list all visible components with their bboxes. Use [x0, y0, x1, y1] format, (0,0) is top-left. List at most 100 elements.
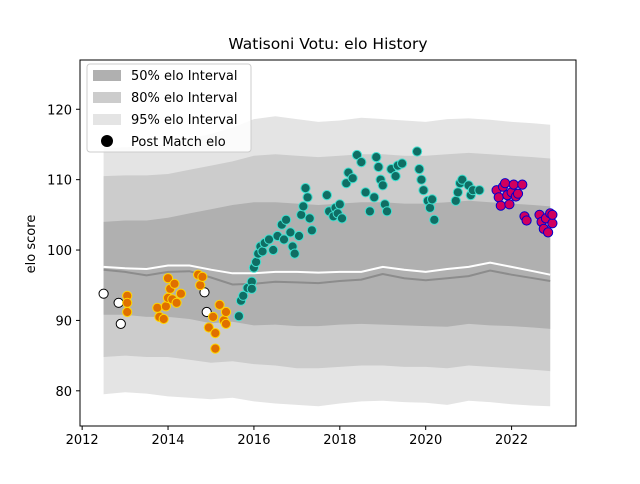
data-point — [233, 311, 244, 322]
legend-marker-post-match — [101, 135, 113, 147]
data-point — [397, 158, 408, 169]
legend: 50% elo Interval 80% elo Interval 95% el… — [86, 63, 252, 153]
legend-label-post-match: Post Match elo — [131, 135, 226, 150]
data-point — [195, 280, 206, 291]
data-point — [495, 200, 506, 211]
data-point — [113, 297, 124, 308]
plot-frame — [79, 59, 577, 427]
data-point — [122, 297, 133, 308]
data-point — [304, 213, 315, 224]
legend-swatch-80 — [93, 92, 121, 103]
x-tick-label: 2012 — [66, 433, 99, 448]
data-point — [334, 199, 345, 210]
data-point — [429, 214, 440, 225]
data-point — [450, 195, 461, 206]
data-point — [278, 234, 290, 245]
data-point — [416, 174, 427, 185]
x-tick-label: 2016 — [237, 433, 270, 448]
data-point — [98, 288, 109, 299]
y-axis-label: elo score — [24, 215, 39, 274]
y-tick-label: 100 — [47, 244, 72, 259]
data-point — [373, 161, 384, 173]
data-point — [302, 192, 313, 203]
band-50 — [103, 200, 551, 329]
data-point — [214, 299, 225, 310]
legend-label-50: 50% elo Interval — [131, 69, 238, 84]
data-point — [197, 271, 208, 282]
data-point — [321, 190, 332, 201]
data-point — [356, 157, 367, 168]
data-point — [452, 187, 463, 198]
data-point — [169, 278, 180, 289]
data-point — [369, 192, 380, 203]
data-point — [162, 273, 174, 284]
data-point — [300, 183, 311, 194]
data-point — [293, 230, 305, 242]
data-point — [158, 313, 169, 325]
x-tick-label: 2014 — [151, 433, 184, 448]
data-point — [474, 185, 485, 196]
data-point — [289, 248, 300, 259]
data-point — [381, 206, 393, 217]
data-point — [122, 306, 133, 318]
data-point — [424, 202, 436, 213]
data-point — [347, 173, 358, 184]
data-point — [371, 152, 382, 163]
data-point — [457, 174, 468, 185]
data-point — [364, 206, 375, 217]
y-tick-label: 120 — [47, 103, 72, 118]
data-point — [517, 179, 528, 190]
axes: 2012 2014 2016 2018 2020 2022 80 90 100 110 120 — [47, 59, 577, 448]
legend-swatch-95 — [93, 114, 121, 125]
data-point — [427, 194, 438, 205]
legend-frame — [86, 63, 252, 153]
data-point — [521, 215, 532, 226]
mean-line — [103, 261, 551, 276]
legend-label-95: 95% elo Interval — [131, 113, 238, 128]
y-tick-label: 110 — [47, 174, 72, 189]
x-tick-label: 2022 — [495, 433, 528, 448]
data-point — [268, 244, 279, 256]
data-point — [412, 146, 423, 157]
data-point — [220, 306, 232, 318]
data-point — [500, 178, 511, 189]
data-point — [547, 218, 558, 229]
data-point — [208, 311, 219, 322]
plot-area — [98, 116, 558, 407]
data-point — [152, 302, 163, 313]
data-point — [203, 322, 214, 333]
data-point — [390, 171, 401, 182]
median-line — [103, 268, 551, 286]
data-point — [493, 192, 504, 203]
data-point — [281, 214, 292, 225]
data-point — [414, 164, 425, 175]
y-tick-label: 90 — [55, 314, 72, 329]
data-point — [210, 343, 221, 354]
data-point — [543, 227, 554, 238]
legend-swatch-50 — [93, 70, 121, 81]
x-tick-label: 2020 — [409, 433, 442, 448]
data-point — [547, 209, 558, 220]
data-point — [171, 297, 182, 308]
data-point — [175, 288, 186, 299]
data-point — [220, 318, 232, 329]
data-point — [210, 328, 221, 339]
data-point — [263, 234, 275, 245]
data-point — [512, 188, 524, 199]
data-point — [115, 318, 126, 329]
data-point — [257, 246, 268, 257]
data-point — [360, 187, 371, 198]
data-point — [251, 256, 262, 268]
data-point — [377, 180, 388, 191]
data-point — [508, 179, 519, 190]
legend-label-80: 80% elo Interval — [131, 91, 238, 106]
chart-title: Watisoni Votu: elo History — [228, 35, 427, 53]
data-point — [296, 209, 307, 220]
x-tick-label: 2018 — [323, 433, 356, 448]
data-point — [238, 290, 249, 301]
data-point — [298, 201, 309, 212]
data-point — [306, 225, 317, 236]
data-point — [418, 185, 429, 196]
data-point — [285, 227, 296, 238]
